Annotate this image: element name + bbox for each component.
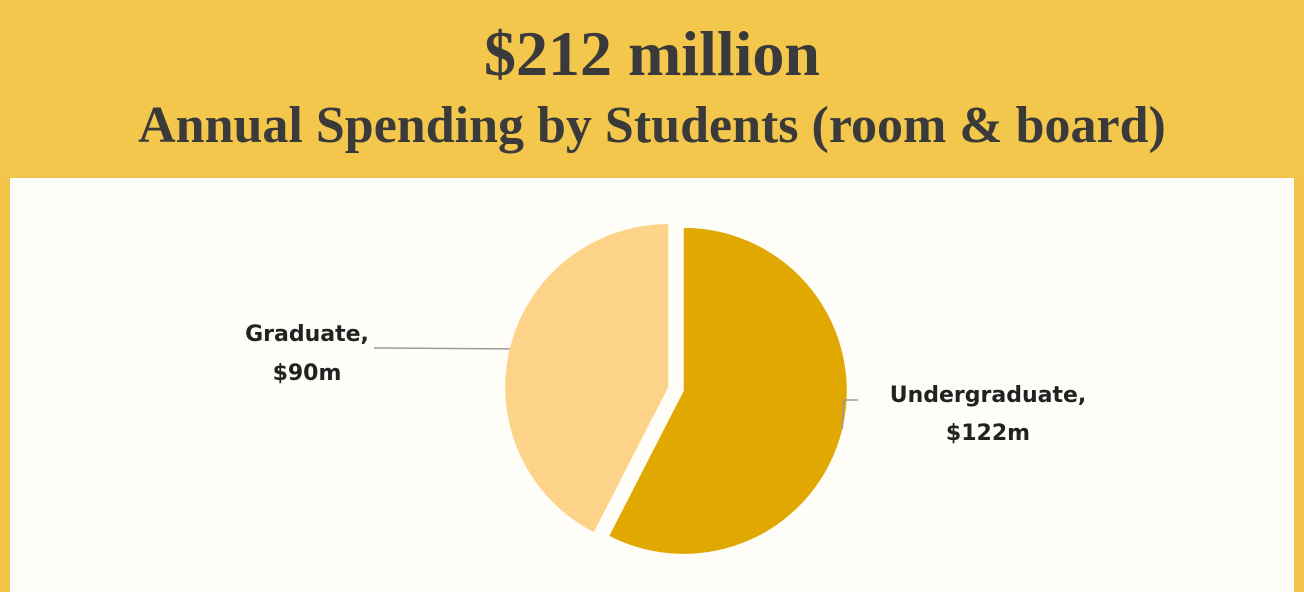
pie-chart: Undergraduate, $122m Graduate, $90m — [245, 224, 1087, 554]
headline-amount: $212 million — [483, 18, 821, 89]
headline-subtitle: Annual Spending by Students (room & boar… — [138, 97, 1166, 154]
pie-slice-graduate — [505, 224, 669, 533]
undergraduate-label-line2: $122m — [946, 421, 1030, 446]
undergraduate-label-line1: Undergraduate, — [890, 383, 1087, 408]
leader-line-undergraduate — [841, 399, 858, 430]
graduate-label-line1: Graduate, — [245, 322, 369, 347]
leader-line-graduate — [374, 347, 510, 350]
graduate-label-line2: $90m — [273, 361, 342, 386]
pie-slice-undergraduate — [609, 227, 847, 554]
chart-panel: Undergraduate, $122m Graduate, $90m — [10, 178, 1294, 592]
header-banner: $212 million Annual Spending by Students… — [0, 0, 1304, 172]
